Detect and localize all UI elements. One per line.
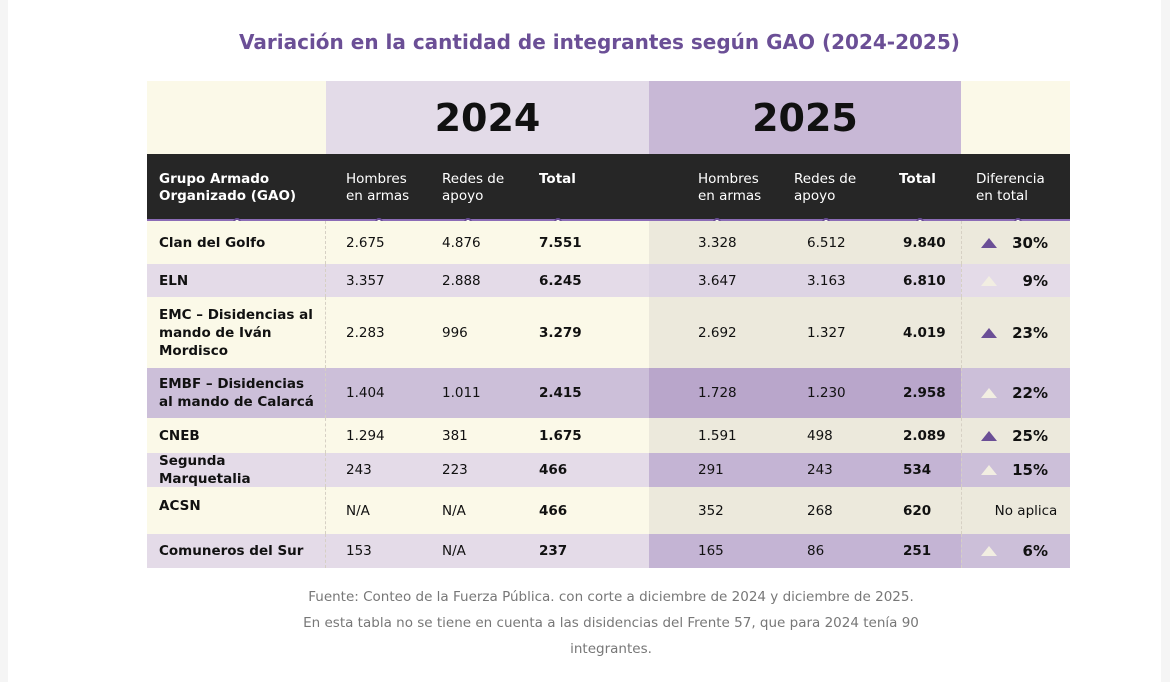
row-total-2024: 3.279 — [539, 324, 582, 341]
row-hombres-2025: 291 — [698, 462, 724, 478]
arrow-up-icon — [981, 388, 997, 398]
arrow-up-icon — [981, 546, 997, 556]
row-diferencia: 30% — [1012, 233, 1048, 252]
row-hombres-2024: 2.675 — [346, 234, 385, 251]
row-redes-2024: 996 — [442, 324, 468, 341]
row-redes-2024: 381 — [442, 427, 468, 444]
arrow-up-icon — [981, 465, 997, 475]
row-total-2025: 2.958 — [903, 385, 946, 401]
table-row: EMC – Disidencias al mando de Iván Mordi… — [147, 297, 1070, 368]
year-2025-cell: 2025 — [649, 81, 961, 154]
page: Variación en la cantidad de integrantes … — [8, 0, 1161, 682]
row-total-2024: 466 — [539, 502, 568, 519]
row-total-2024: 6.245 — [539, 272, 582, 289]
arrow-up-icon — [981, 238, 997, 248]
row-name: Segunda Marquetalia — [159, 453, 251, 487]
row-redes-2024: 2.888 — [442, 272, 481, 289]
row-total-2024: 7.551 — [539, 234, 582, 251]
row-total-2025: 620 — [903, 502, 932, 519]
year-blank-cell — [147, 81, 326, 154]
row-diferencia: 6% — [1022, 542, 1048, 560]
row-total-2025: 9.840 — [903, 234, 946, 251]
year-header-row: 2024 2025 — [147, 81, 1070, 154]
row-name: CNEB — [159, 427, 200, 444]
header-group: Grupo Armado Organizado (GAO) — [159, 171, 297, 204]
gao-table: 2024 2025 Grupo Armado Organizado (GAO) … — [147, 81, 1070, 568]
row-hombres-2025: 1.591 — [698, 427, 737, 444]
row-name: ELN — [159, 272, 189, 289]
header-redes-2024: Redes de apoyo — [442, 171, 505, 204]
row-total-2024: 237 — [539, 543, 568, 559]
row-redes-2024: N/A — [442, 543, 466, 559]
row-redes-2024: 4.876 — [442, 234, 481, 251]
row-redes-2025: 3.163 — [807, 272, 846, 289]
row-redes-2025: 86 — [807, 543, 825, 559]
row-redes-2025: 498 — [807, 427, 833, 444]
row-diferencia: 22% — [1012, 384, 1048, 402]
year-blank-cell-right — [961, 81, 1070, 154]
row-total-2024: 2.415 — [539, 385, 582, 401]
row-diferencia: 9% — [1022, 271, 1048, 290]
row-hombres-2025: 2.692 — [698, 324, 737, 341]
row-name: ACSN — [159, 498, 201, 514]
row-total-2025: 251 — [903, 543, 932, 559]
row-hombres-2024: 243 — [346, 462, 372, 478]
arrow-up-icon — [981, 328, 997, 338]
year-2024-cell: 2024 — [326, 81, 649, 154]
table-row: ACSN N/A N/A 466 352 268 620 No aplica — [147, 487, 1070, 534]
header-hombres-2024: Hombres en armas — [346, 171, 410, 204]
header-hombres-2025: Hombres en armas — [698, 171, 762, 204]
row-redes-2025: 243 — [807, 462, 833, 478]
header-total-2025: Total — [899, 171, 936, 187]
row-redes-2025: 1.230 — [807, 385, 846, 401]
row-total-2024: 466 — [539, 462, 568, 478]
header-total-2024: Total — [539, 171, 576, 187]
row-hombres-2025: 3.647 — [698, 272, 737, 289]
row-hombres-2025: 3.328 — [698, 234, 737, 251]
arrow-up-icon — [981, 276, 997, 286]
table-row: Segunda Marquetalia 243 223 466 291 243 … — [147, 453, 1070, 487]
table-row: Comuneros del Sur 153 N/A 237 165 86 251… — [147, 534, 1070, 568]
source-footnote: Fuente: Conteo de la Fuerza Pública. con… — [303, 589, 919, 657]
table-row: CNEB 1.294 381 1.675 1.591 498 2.089 25% — [147, 418, 1070, 453]
row-diferencia: 25% — [1012, 426, 1048, 445]
row-total-2024: 1.675 — [539, 427, 582, 444]
arrow-up-icon — [981, 431, 997, 441]
row-name: EMBF – Disidencias al mando de Calarcá — [159, 376, 314, 410]
row-hombres-2024: 2.283 — [346, 324, 385, 341]
row-name: EMC – Disidencias al mando de Iván Mordi… — [159, 306, 313, 359]
row-total-2025: 2.089 — [903, 427, 946, 444]
row-hombres-2025: 352 — [698, 502, 724, 519]
row-redes-2024: 1.011 — [442, 385, 481, 401]
row-hombres-2024: 1.294 — [346, 427, 385, 444]
row-name: Clan del Golfo — [159, 234, 266, 251]
row-hombres-2024: 1.404 — [346, 385, 385, 401]
row-redes-2025: 6.512 — [807, 234, 846, 251]
row-diferencia: No aplica — [994, 502, 1058, 519]
row-diferencia: 23% — [1012, 323, 1048, 342]
row-name: Comuneros del Sur — [159, 543, 304, 559]
header-diferencia: Diferencia en total — [976, 171, 1045, 204]
row-total-2025: 6.810 — [903, 272, 946, 289]
table-row: ELN 3.357 2.888 6.245 3.647 3.163 6.810 … — [147, 264, 1070, 297]
header-redes-2025: Redes de apoyo — [794, 171, 857, 204]
row-hombres-2025: 1.728 — [698, 385, 737, 401]
row-hombres-2024: 3.357 — [346, 272, 385, 289]
row-redes-2024: N/A — [442, 502, 466, 519]
row-redes-2025: 1.327 — [807, 324, 846, 341]
table-row: EMBF – Disidencias al mando de Calarcá 1… — [147, 368, 1070, 418]
row-diferencia: 15% — [1012, 461, 1048, 479]
page-title: Variación en la cantidad de integrantes … — [239, 30, 960, 54]
column-header-row: Grupo Armado Organizado (GAO) Hombres en… — [147, 154, 1070, 226]
row-total-2025: 4.019 — [903, 324, 946, 341]
row-hombres-2025: 165 — [698, 543, 724, 559]
row-hombres-2024: 153 — [346, 543, 372, 559]
table-row: Clan del Golfo 2.675 4.876 7.551 3.328 6… — [147, 221, 1070, 264]
row-hombres-2024: N/A — [346, 502, 370, 519]
row-total-2025: 534 — [903, 462, 932, 478]
row-redes-2025: 268 — [807, 502, 833, 519]
row-redes-2024: 223 — [442, 462, 468, 478]
